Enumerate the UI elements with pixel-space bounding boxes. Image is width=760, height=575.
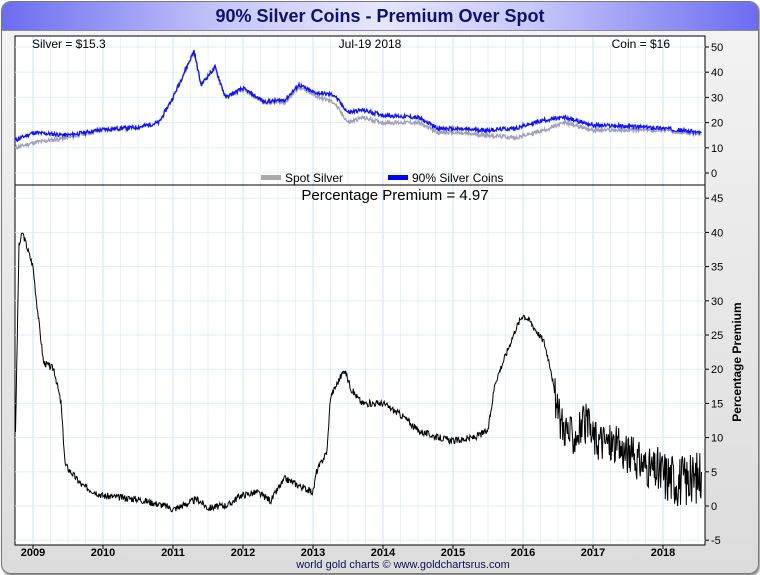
y-axis-label: Percentage Premium: [730, 302, 744, 421]
x-tick-label: 2011: [161, 547, 185, 559]
y-tick-label-bottom: 0: [711, 501, 717, 513]
coin-price-label: Coin = $16: [612, 37, 671, 51]
x-tick-label: 2013: [301, 547, 325, 559]
legend-swatch-coins: [388, 175, 408, 180]
y-tick-label-bottom: 40: [711, 227, 723, 239]
y-tick-label-top: 40: [711, 67, 723, 79]
x-tick-label: 2010: [91, 547, 115, 559]
y-tick-label-top: 20: [711, 118, 723, 130]
legend-swatch-spot: [261, 175, 281, 180]
x-tick-label: 2016: [511, 547, 535, 559]
y-tick-label-bottom: 35: [711, 262, 723, 274]
x-tick-label: 2014: [371, 547, 396, 559]
x-tick-label: 2009: [21, 547, 45, 559]
y-tick-label-bottom: 30: [711, 296, 723, 308]
x-tick-label: 2015: [441, 547, 465, 559]
y-tick-label-top: 10: [711, 143, 723, 155]
coin-price-line: [14, 49, 702, 143]
y-tick-label-bottom: 5: [711, 467, 717, 479]
silver-price-label: Silver = $15.3: [32, 37, 106, 51]
date-label: Jul-19 2018: [339, 37, 402, 51]
y-tick-label-top: 0: [711, 168, 717, 180]
premium-line: [15, 232, 702, 513]
y-tick-label-bottom: 45: [711, 193, 723, 205]
y-tick-label-bottom: 20: [711, 364, 723, 376]
x-tick-label: 2012: [231, 547, 255, 559]
y-tick-label-top: 50: [711, 42, 723, 54]
x-tick-label: 2018: [651, 547, 675, 559]
y-tick-label-bottom: 10: [711, 433, 723, 445]
y-tick-label-top: 30: [711, 92, 723, 104]
y-tick-label-bottom: 25: [711, 330, 723, 342]
plot-area: [14, 35, 706, 546]
legend-label-coins: 90% Silver Coins: [412, 171, 503, 185]
footer-credit: world gold charts © www.goldchartsrus.co…: [295, 559, 510, 571]
y-tick-label-bottom: -5: [711, 535, 721, 547]
x-tick-label: 2017: [581, 547, 605, 559]
chart-title: 90% Silver Coins - Premium Over Spot: [2, 2, 758, 31]
y-tick-label-bottom: 15: [711, 398, 723, 410]
premium-title: Percentage Premium = 4.97: [301, 187, 488, 204]
legend-label-spot: Spot Silver: [285, 171, 343, 185]
